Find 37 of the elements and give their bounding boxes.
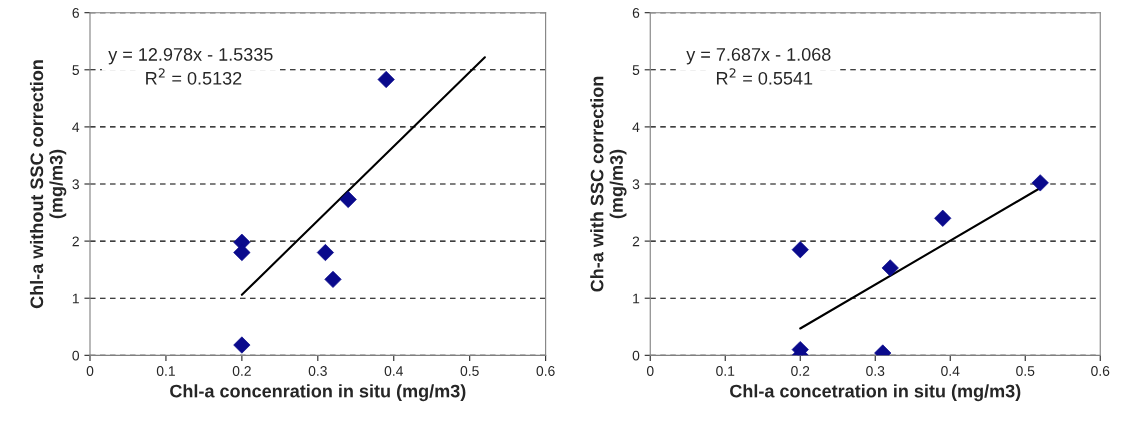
y-tick-label: 2 — [72, 236, 79, 247]
y-axis-title: Chl-a without SSC correction (mg/m3) — [29, 60, 67, 309]
y-tick-label: 1 — [633, 293, 640, 304]
y-tick-label: 0 — [632, 350, 640, 361]
y-tick-label: 5 — [72, 65, 79, 75]
x-tick-label: 0.6 — [536, 366, 555, 376]
y-tick-label: 2 — [632, 236, 640, 247]
x-tick-label: 0.5 — [460, 366, 479, 376]
x-tick-label: 0.1 — [716, 366, 735, 376]
y-axis-title: Ch-a with SSC correction (mg/m3) — [590, 76, 627, 292]
y-tick-label: 3 — [632, 179, 640, 190]
y-tick-label: 5 — [632, 65, 640, 75]
y-tick-label: 1 — [72, 293, 79, 304]
x-axis-title: Chl-a concenration in situ (mg/m3) — [170, 384, 466, 402]
y-tick-label: 0 — [72, 350, 80, 361]
annotation: y = 12.978x - 1.5335 — [108, 48, 273, 65]
annotation: y = 7.687x - 1.068 — [686, 48, 831, 65]
x-tick-label: 0.3 — [308, 366, 327, 376]
point — [1031, 174, 1049, 192]
x-tick-label: 0 — [86, 366, 94, 376]
y-tick-label: 6 — [72, 8, 79, 18]
x-tick-label: 0 — [646, 366, 654, 376]
y-tick-label: 6 — [632, 8, 640, 18]
x-tick-label: 0.1 — [156, 366, 175, 376]
y-tick-label: 4 — [632, 122, 640, 132]
x-tick-label: 0.2 — [791, 366, 810, 376]
x-tick-label: 0.3 — [866, 366, 885, 376]
annotation: R$^{2}$ = 0.5541 — [716, 68, 813, 85]
x-axis-title: Chl-a concetration in situ (mg/m3) — [730, 384, 1021, 402]
x-tick-label: 0.4 — [941, 366, 960, 376]
x-tick-label: 0.5 — [1016, 366, 1035, 376]
x-tick-label: 0.6 — [1091, 366, 1110, 376]
x-tick-label: 0.2 — [232, 366, 251, 376]
x-tick-label: 0.4 — [384, 366, 403, 376]
y-tick-label: 4 — [72, 122, 80, 132]
annotation: R$^{2}$ = 0.5132 — [146, 68, 242, 85]
y-tick-label: 3 — [72, 179, 79, 190]
